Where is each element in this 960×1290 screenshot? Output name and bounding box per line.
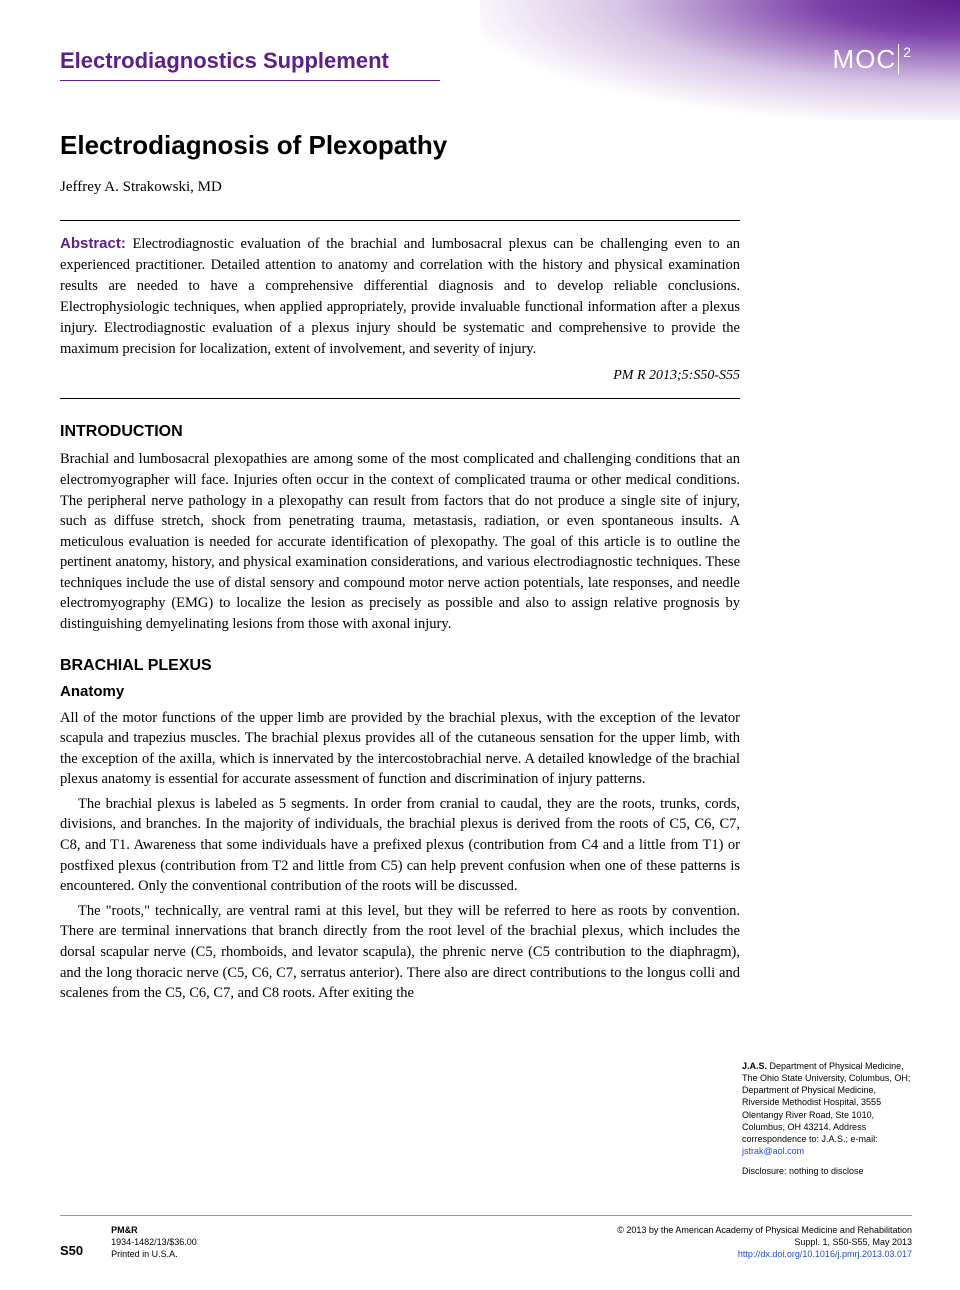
section-heading-brachial: BRACHIAL PLEXUS	[60, 657, 740, 675]
footer-issn: 1934-1482/13/$36.00	[111, 1236, 197, 1248]
abstract-text: Electrodiagnostic evaluation of the brac…	[60, 236, 740, 357]
affil-text: Department of Physical Medicine, The Ohi…	[742, 1061, 910, 1144]
footer-left: S50 PM&R 1934-1482/13/$36.00 Printed in …	[60, 1224, 197, 1260]
moc-badge-super: 2	[903, 44, 912, 60]
footer-journal: PM&R	[111, 1225, 138, 1235]
article-citation: PM R 2013;5:S50-S55	[60, 366, 740, 386]
affil-email-link[interactable]: jstrak@aol.com	[742, 1146, 804, 1156]
moc-badge: MOC 2	[833, 44, 912, 75]
abstract-label: Abstract:	[60, 235, 126, 252]
affil-disclosure: Disclosure: nothing to disclose	[742, 1165, 912, 1177]
anatomy-p2: The brachial plexus is labeled as 5 segm…	[60, 794, 740, 897]
footer-printed: Printed in U.S.A.	[111, 1248, 197, 1260]
intro-paragraph: Brachial and lumbosacral plexopathies ar…	[60, 449, 740, 634]
anatomy-p3: The "roots," technically, are ventral ra…	[60, 901, 740, 1004]
anatomy-p1: All of the motor functions of the upper …	[60, 708, 740, 790]
page-footer: S50 PM&R 1934-1482/13/$36.00 Printed in …	[60, 1215, 912, 1260]
footer-right: © 2013 by the American Academy of Physic…	[617, 1224, 912, 1260]
article-title: Electrodiagnosis of Plexopathy	[60, 130, 740, 161]
article-author: Jeffrey A. Strakowski, MD	[60, 179, 740, 196]
author-affiliation: J.A.S. Department of Physical Medicine, …	[742, 1060, 912, 1177]
article-body: Electrodiagnosis of Plexopathy Jeffrey A…	[60, 130, 740, 1008]
supplement-label: Electrodiagnostics Supplement	[60, 48, 440, 81]
moc-badge-text: MOC	[833, 44, 897, 74]
section-subheading-anatomy: Anatomy	[60, 683, 740, 700]
affil-initials: J.A.S.	[742, 1061, 767, 1071]
page-number: S50	[60, 1242, 83, 1260]
footer-copyright: © 2013 by the American Academy of Physic…	[617, 1224, 912, 1236]
footer-issue: Suppl. 1, S50-S55, May 2013	[617, 1236, 912, 1248]
footer-doi-link[interactable]: http://dx.doi.org/10.1016/j.pmrj.2013.03…	[738, 1249, 912, 1259]
section-heading-introduction: INTRODUCTION	[60, 423, 740, 441]
abstract-block: Abstract: Electrodiagnostic evaluation o…	[60, 220, 740, 399]
